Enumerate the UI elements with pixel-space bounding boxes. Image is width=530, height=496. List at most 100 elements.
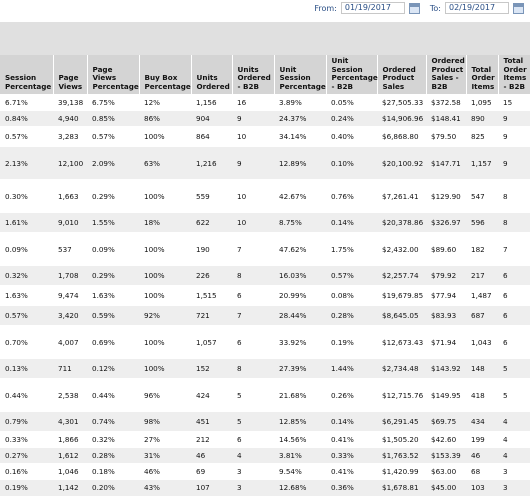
table-cell: 100% — [139, 325, 191, 359]
table-cell: $148.41 — [426, 110, 466, 127]
table-cell: 9 — [498, 146, 530, 180]
table-cell: 148 — [466, 358, 498, 379]
to-label: To: — [429, 3, 441, 13]
table-cell: 39,138 — [53, 94, 87, 111]
column-header[interactable]: Unit Session Percentage — [274, 55, 327, 95]
table-cell: 3.89% — [274, 94, 326, 111]
table-cell: 107 — [191, 479, 232, 496]
table-cell: 0.16% — [0, 463, 53, 480]
table-cell: 5 — [498, 378, 530, 412]
table-cell: 100% — [139, 285, 191, 306]
table-cell: 547 — [466, 179, 498, 213]
table-cell: 33.92% — [274, 325, 326, 359]
table-cell: 424 — [191, 378, 232, 412]
table-cell: 21.68% — [274, 378, 326, 412]
table-cell: 9,010 — [53, 212, 87, 233]
column-header[interactable]: Total Order Items - B2B — [498, 55, 530, 95]
table-cell: $143.92 — [426, 358, 466, 379]
column-header[interactable]: Unit Session Percentage - B2B — [326, 55, 378, 95]
table-cell: 100% — [139, 126, 191, 147]
table-cell: 12.68% — [274, 479, 326, 496]
table-cell: $149.95 — [426, 378, 466, 412]
table-row: 0.19% 1,142 0.20% 43% 107 3 12.68% 0.36% $1,678.… — [0, 479, 530, 496]
calendar-icon[interactable] — [408, 2, 420, 14]
table-cell: 1,046 — [53, 463, 87, 480]
table-cell: 6 — [232, 285, 274, 306]
table-cell: 0.08% — [326, 285, 377, 306]
table-cell: 1,095 — [466, 94, 498, 111]
table-cell: 199 — [466, 431, 498, 448]
table-cell: 5 — [232, 378, 274, 412]
table-cell: 0.70% — [0, 325, 53, 359]
from-date-input[interactable]: 01/19/2017 — [340, 2, 405, 14]
column-header[interactable]: Units Ordered - B2B — [232, 55, 275, 95]
table-cell: $8,645.05 — [377, 305, 426, 326]
table-cell: 0.30% — [0, 179, 53, 213]
table-cell: 7 — [232, 232, 274, 266]
table-cell: 3,420 — [53, 305, 87, 326]
table-cell: 9,474 — [53, 285, 87, 306]
table-cell: 687 — [466, 305, 498, 326]
column-header[interactable]: Total Order Items — [466, 55, 499, 95]
table-cell: 190 — [191, 232, 232, 266]
table-cell: 0.57% — [326, 265, 377, 286]
table-cell: 0.19% — [326, 325, 377, 359]
table-cell: 559 — [191, 179, 232, 213]
table-cell: 0.79% — [0, 411, 53, 432]
table-cell: 0.24% — [326, 110, 377, 127]
table-row: 0.79% 4,301 0.74% 98% 451 5 12.85% 0.14% $6,291.… — [0, 411, 530, 432]
table-cell: 14.56% — [274, 431, 326, 448]
table-cell: $12,715.76 — [377, 378, 426, 412]
table-cell: 825 — [466, 126, 498, 147]
table-cell: 0.41% — [326, 431, 377, 448]
table-cell: $129.90 — [426, 179, 466, 213]
table-cell: 2.09% — [87, 146, 139, 180]
table-cell: 6 — [232, 325, 274, 359]
top-bar: From: 01/19/2017 To: 02/19/2017 — [0, 0, 530, 22]
table-cell: 27% — [139, 431, 191, 448]
table-cell: 0.33% — [326, 447, 377, 464]
table-cell: 15 — [498, 94, 530, 111]
table-cell: 434 — [466, 411, 498, 432]
column-header[interactable]: Page Views — [53, 55, 88, 95]
column-header[interactable]: Units Ordered — [191, 55, 233, 95]
table-cell: 212 — [191, 431, 232, 448]
table-cell: 0.44% — [87, 378, 139, 412]
column-header[interactable]: Ordered Product Sales - B2B — [426, 55, 467, 95]
table-cell: 8 — [232, 358, 274, 379]
column-header[interactable]: Ordered Product Sales — [377, 55, 427, 95]
table-cell: 0.26% — [326, 378, 377, 412]
table-cell: $1,505.20 — [377, 431, 426, 448]
table-cell: 100% — [139, 179, 191, 213]
table-cell: $1,763.52 — [377, 447, 426, 464]
table-cell: $42.60 — [426, 431, 466, 448]
table-cell: 3 — [232, 479, 274, 496]
column-header[interactable]: Buy Box Percentage — [139, 55, 192, 95]
table-cell: 9.54% — [274, 463, 326, 480]
column-header[interactable]: Session Percentage — [0, 55, 54, 95]
table-cell: 0.57% — [0, 305, 53, 326]
table-cell: 0.40% — [326, 126, 377, 147]
table-cell: 9 — [232, 110, 274, 127]
table-cell: $2,257.74 — [377, 265, 426, 286]
table-cell: 68 — [466, 463, 498, 480]
table-row: 0.16% 1,046 0.18% 46% 69 3 9.54% 0.41% $1,420.99… — [0, 463, 530, 480]
toolbar-band — [0, 22, 530, 55]
table-cell: 890 — [466, 110, 498, 127]
table-cell: 1.63% — [87, 285, 139, 306]
table-cell: 9 — [498, 110, 530, 127]
table-cell: 20.99% — [274, 285, 326, 306]
table-cell: 6 — [232, 431, 274, 448]
table-cell: 12.89% — [274, 146, 326, 180]
table-cell: 0.05% — [326, 94, 377, 111]
table-row: 0.57% 3,420 0.59% 92% 721 7 28.44% 0.28% $8,645.… — [0, 305, 530, 326]
to-date-input[interactable]: 02/19/2017 — [445, 2, 509, 14]
table-cell: 6 — [498, 265, 530, 286]
table-cell: 864 — [191, 126, 232, 147]
calendar-icon[interactable] — [513, 2, 524, 14]
column-header[interactable]: Page Views Percentage — [87, 55, 140, 95]
table-header-row: Session Percentage Page Views Page Views P… — [0, 55, 530, 95]
table-cell: 217 — [466, 265, 498, 286]
table-cell: 0.14% — [326, 212, 377, 233]
table-cell: 418 — [466, 378, 498, 412]
